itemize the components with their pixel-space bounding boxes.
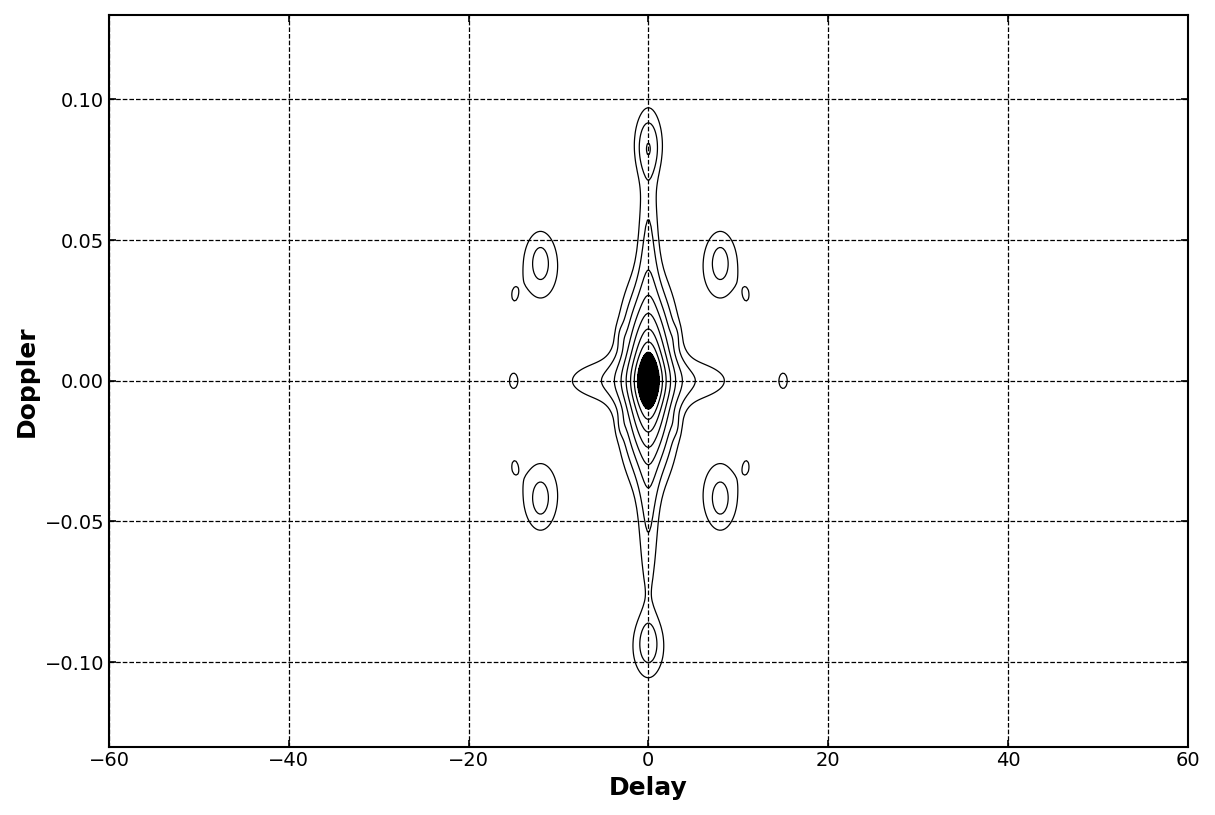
- X-axis label: Delay: Delay: [609, 776, 688, 800]
- Y-axis label: Doppler: Doppler: [15, 325, 39, 437]
